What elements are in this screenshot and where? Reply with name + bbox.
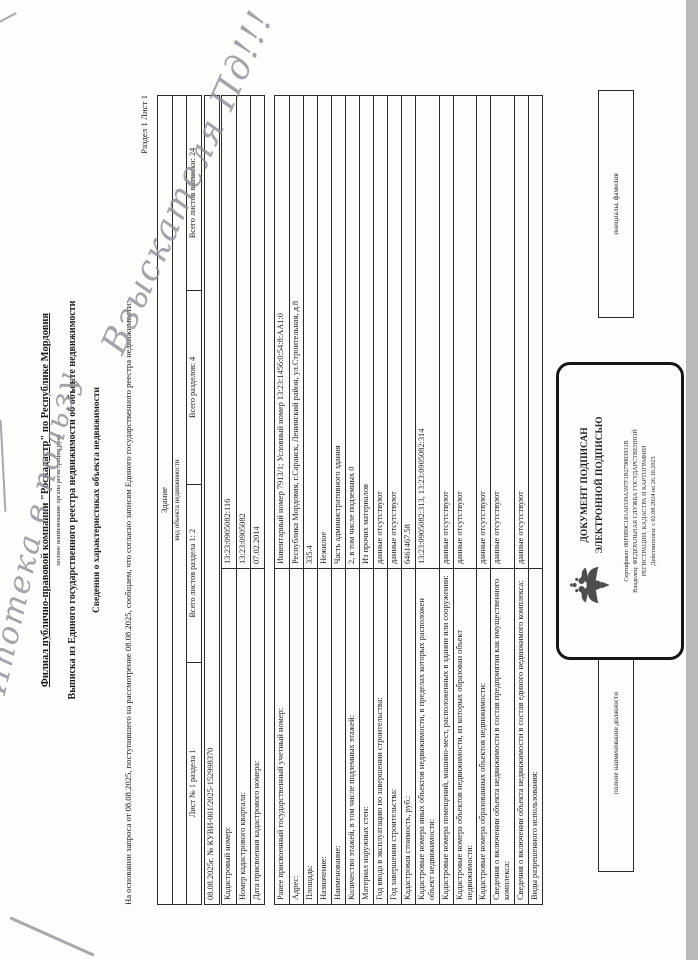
table-row: Назначение: Нежилое bbox=[317, 96, 331, 904]
signature-name-box: инициалы, фамилия bbox=[598, 90, 634, 318]
table-row: Ранее присвоенный государственный учетны… bbox=[275, 96, 289, 904]
row-label: Назначение: bbox=[318, 568, 331, 904]
request-number-table: 08.08.2025г. № КУВИ-001/2025-152998370 bbox=[204, 95, 220, 905]
sheet-counter-cell: Всего разделов: 4 bbox=[187, 289, 201, 484]
details-rows: Ранее присвоенный государственный учетны… bbox=[274, 95, 543, 905]
row-label: Дата присвоения кадастрового номера: bbox=[251, 568, 264, 904]
row-label: Кадастровый номер: bbox=[222, 568, 236, 904]
row-label: Год завершения строительства: bbox=[388, 568, 401, 904]
sheet-counter-cell: Лист № 1 раздела 1 bbox=[187, 661, 201, 904]
row-value: данные отсутствуют bbox=[389, 491, 398, 564]
row-value: данные отсутствуют bbox=[375, 491, 384, 564]
row-value: Инвентарный номер 7913/1; Условный номер… bbox=[276, 313, 285, 564]
section-sheet-label: Раздел 1 Лист 1 bbox=[139, 95, 149, 154]
row-value: данные отсутствуют bbox=[478, 491, 487, 564]
table-row: Кадастровые номера образованных объектов… bbox=[476, 96, 490, 904]
stamp-title-line1: ДОКУМЕНТ ПОДПИСАН bbox=[580, 427, 591, 543]
table-row: Виды разрешенного использования: bbox=[527, 96, 542, 904]
stamp-certificate: Сертификат: 00F0B9C181A0339A397F1B279803… bbox=[623, 440, 630, 582]
table-row: Материал наружных стен: Из прочих материа… bbox=[359, 96, 373, 904]
row-label: Кадастровая стоимость, руб.: bbox=[402, 568, 415, 904]
row-value: 13:23:0905082:116 bbox=[223, 498, 232, 564]
row-value: 13:23:0905082 bbox=[238, 513, 247, 564]
stamp-validity: Действителен: с 02.08.2024 по 26.10.2025 bbox=[649, 456, 657, 566]
row-value: Из прочих материалов bbox=[361, 484, 370, 564]
row-label: Материал наружных стен: bbox=[360, 568, 373, 904]
stamp-title-line2: ЭЛЕКТРОННОЙ ПОДПИСЬЮ bbox=[594, 416, 605, 554]
row-label: Количество этажей, в том числе подземных… bbox=[346, 568, 359, 904]
row-label: Кадастровые номера помещений, машино-мес… bbox=[439, 568, 453, 904]
row-label: Сведения о включении объекта недвижимост… bbox=[514, 568, 528, 904]
request-number: 08.08.2025г. № КУВИ-001/2025-152998370 bbox=[206, 747, 215, 900]
row-label: Площадь: bbox=[304, 568, 317, 904]
sheet-counter-cell: Всего листов раздела 1: 2 bbox=[187, 483, 201, 662]
row-value: данные отсутствуют bbox=[515, 491, 525, 564]
row-label: Ранее присвоенный государственный учетны… bbox=[275, 568, 289, 904]
table-row: Сведения о включении объекта недвижимост… bbox=[513, 96, 528, 904]
signature-name-label: инициалы, фамилия bbox=[612, 173, 620, 235]
row-label: Кадастровые номера объектов недвижимости… bbox=[453, 568, 476, 904]
cadastral-number-rows: Кадастровый номер: 13:23:0905082:116 Номер… bbox=[221, 95, 265, 905]
row-value: 2, в том числе подземных 0 bbox=[347, 466, 356, 565]
coat-of-arms-icon bbox=[567, 564, 618, 606]
table-row: Кадастровая стоимость, руб.: 6461467.58 bbox=[401, 96, 415, 904]
table-row: Наименование: Часть административного зда… bbox=[331, 96, 345, 904]
table-row: Кадастровый номер: 13:23:0905082:116 bbox=[222, 96, 236, 904]
row-value: данные отсутствуют bbox=[440, 491, 450, 564]
table-row: Год завершения строительства: данные отсу… bbox=[387, 96, 401, 904]
table-row: Кадастровые номера помещений, машино-мес… bbox=[438, 96, 453, 904]
row-label: Кадастровые номера иных объектов недвижи… bbox=[416, 568, 439, 904]
row-label: Номер кадастрового квартала: bbox=[237, 568, 250, 904]
document-title: Выписка из Единого государственного реес… bbox=[67, 300, 78, 700]
request-basis-text: На основании запроса от 08.08.2025, пост… bbox=[123, 301, 133, 905]
stamp-owner-line1: Владелец: ФЕДЕРАЛЬНАЯ СЛУЖБА ГОСУДАРСТВЕ… bbox=[631, 429, 639, 593]
digital-signature-stamp: ДОКУМЕНТ ПОДПИСАН ЭЛЕКТРОННОЙ ПОДПИСЬЮ С… bbox=[556, 362, 684, 660]
pen-stroke bbox=[9, 916, 95, 957]
table-row: Номер кадастрового квартала: 13:23:090508… bbox=[236, 96, 250, 904]
row-label: Адрес: bbox=[290, 568, 303, 904]
stamp-owner-line2: РЕГИСТРАЦИИ, КАДАСТРА И КАРТОГРАФИИ bbox=[640, 445, 648, 577]
row-value: данные отсутствуют bbox=[454, 491, 464, 564]
pen-stroke bbox=[0, 420, 7, 512]
row-label: Кадастровые номера образованных объектов… bbox=[477, 568, 490, 904]
table-row: Количество этажей, в том числе подземных… bbox=[345, 96, 359, 904]
table-row: Кадастровые номера объектов недвижимости… bbox=[452, 96, 476, 904]
row-value bbox=[529, 96, 542, 568]
row-value: Нежилое bbox=[319, 531, 328, 564]
signature-position-label: полное наименование должности bbox=[612, 691, 620, 795]
row-value: 07.02.2014 bbox=[252, 526, 261, 564]
table-row: Дата присвоения кадастрового номера: 07.0… bbox=[250, 96, 264, 904]
row-value: Часть административного здания bbox=[333, 445, 342, 564]
row-label: Год ввода в эксплуатацию по завершении с… bbox=[374, 568, 387, 904]
object-details-table: Ранее присвоенный государственный учетны… bbox=[274, 95, 543, 905]
row-value: Республика Мордовия, г.Саранск, Ленински… bbox=[291, 300, 300, 564]
cadastral-number-table: Кадастровый номер: 13:23:0905082:116 Номер… bbox=[221, 95, 265, 905]
row-value: данные отсутствуют bbox=[492, 491, 501, 564]
table-row: Площадь: 335.4 bbox=[303, 96, 317, 904]
row-value: 335.4 bbox=[305, 545, 314, 564]
row-label: Сведения о включении объекта недвижимост… bbox=[491, 568, 514, 904]
table-row: Сведения о включении объекта недвижимост… bbox=[490, 96, 514, 904]
row-label: Виды разрешенного использования: bbox=[528, 568, 542, 904]
row-value: 13:23:0905082:313, 13:23:0905082:314 bbox=[417, 428, 426, 564]
table-row: Год ввода в эксплуатацию по завершении с… bbox=[373, 96, 387, 904]
table-row: Адрес: Республика Мордовия, г.Саранск, Ле… bbox=[289, 96, 303, 904]
table-row: Кадастровые номера иных объектов недвижи… bbox=[415, 96, 439, 904]
row-label: Наименование: bbox=[332, 568, 345, 904]
document-subtitle: Сведения о характеристиках объекта недви… bbox=[92, 387, 102, 613]
pen-stroke bbox=[0, 12, 17, 26]
row-value: 6461467.58 bbox=[403, 524, 412, 564]
